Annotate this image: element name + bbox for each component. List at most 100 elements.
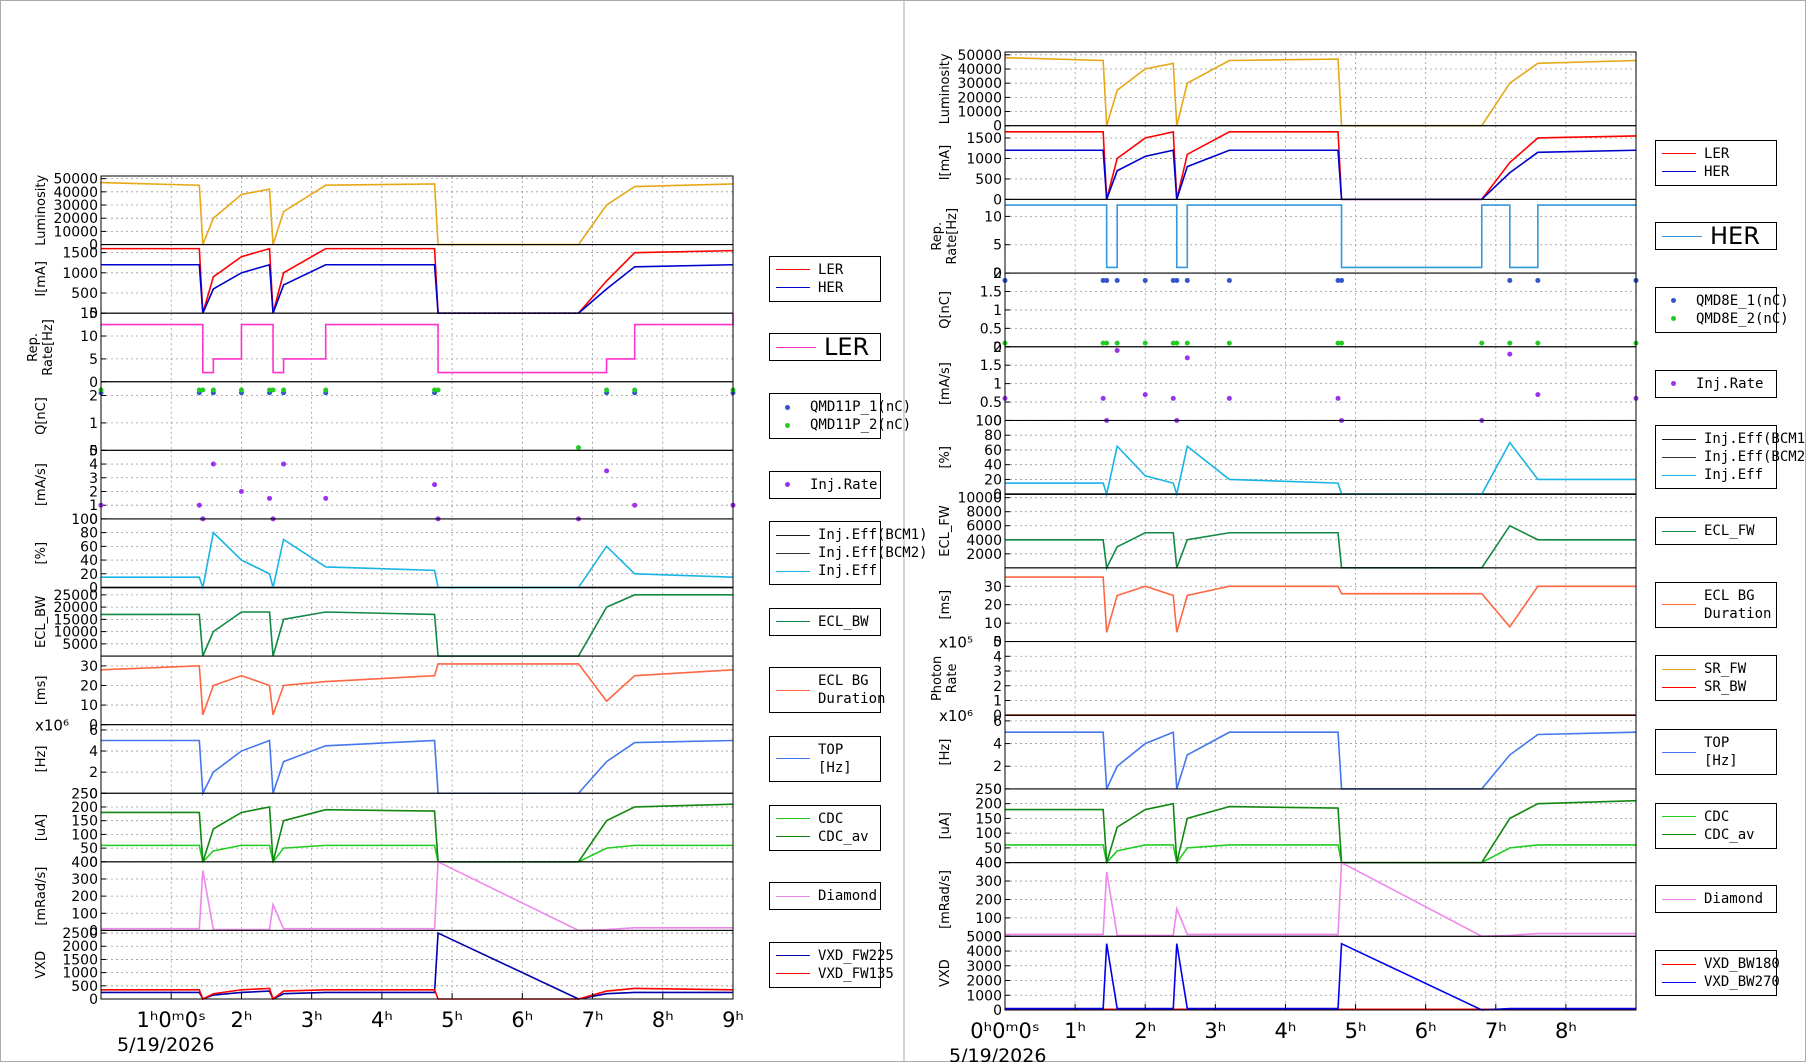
y-tick-label: 30 <box>984 579 1002 595</box>
series-line <box>1005 524 1636 571</box>
legend: CDC CDC_av <box>1655 802 1777 849</box>
y-tick-label: 25000 <box>53 588 98 604</box>
y-tick-label: 3000 <box>966 959 1002 975</box>
y-tick-label: 4000 <box>966 944 1002 960</box>
legend-label: ECL_BW <box>818 613 869 630</box>
x-tick-label: 3ʰ <box>301 1008 323 1032</box>
legend-swatch <box>1662 668 1696 670</box>
plot-frame <box>1004 641 1637 716</box>
data-point <box>1184 355 1190 361</box>
y-axis-label: [mRad/s] <box>34 867 49 926</box>
x-tick-label: 5ʰ <box>1345 1019 1367 1043</box>
x-tick-label: 1ʰ <box>1064 1019 1086 1043</box>
series-line <box>101 531 734 591</box>
y-axis-label: I[mA] <box>938 145 953 181</box>
y-tick-label: 20 <box>80 678 98 694</box>
plot-frame <box>100 312 734 383</box>
data-point <box>1335 340 1341 346</box>
data-point <box>1335 277 1341 283</box>
y-tick-label: 6 <box>89 723 98 739</box>
data-point <box>196 502 202 508</box>
legend-swatch <box>785 422 790 428</box>
legend-swatch <box>776 973 810 975</box>
legend: ECL BG Duration <box>769 667 885 714</box>
y-tick-label: 6 <box>993 714 1002 730</box>
legend: TOP [Hz] <box>769 735 881 782</box>
y-axis-label-line: [Hz] <box>938 739 953 766</box>
y-axis-label-line: [Hz] <box>34 746 49 773</box>
data-point <box>1226 277 1232 283</box>
series-line <box>1005 149 1637 201</box>
y-tick-label: 10000 <box>53 224 98 240</box>
y-tick-label: 1 <box>993 377 1002 393</box>
y-tick-label: 0 <box>993 487 1002 503</box>
legend-entry: Diamond <box>776 887 877 905</box>
legend: CDC CDC_av <box>769 804 881 851</box>
legend-entry: Inj.Rate <box>776 476 877 494</box>
y-axis-label-line: [uA] <box>938 812 953 839</box>
x-tick-label: 4ʰ <box>1275 1019 1297 1043</box>
legend-label: TOP [Hz] <box>818 741 852 776</box>
legend: ECL_BW <box>769 607 881 636</box>
legend-label: ECL BG Duration <box>1704 587 1772 622</box>
data-point <box>238 387 244 393</box>
y-axis-label: Q[nC] <box>34 397 49 435</box>
y-tick-label: 0 <box>89 581 98 597</box>
legend-swatch <box>776 346 816 348</box>
y-scale-label: x10⁶ <box>939 707 973 725</box>
y-axis-label: [mA/s] <box>938 362 953 405</box>
legend: QMD8E_1(nC) QMD8E_2(nC) <box>1655 286 1789 333</box>
y-axis-label: [ms] <box>34 676 49 706</box>
y-tick-label: 60 <box>80 539 98 555</box>
y-tick-label: 100 <box>975 911 1002 927</box>
y-tick-label: 2500 <box>62 926 98 942</box>
y-axis-label-line: [mA/s] <box>938 362 953 405</box>
data-point <box>1226 395 1232 401</box>
data-point <box>1479 340 1485 346</box>
y-axis-label-line: I[mA] <box>34 261 49 297</box>
y-tick-label: 1500 <box>62 246 98 262</box>
data-point <box>1507 340 1513 346</box>
y-tick-label: 1000 <box>62 966 98 982</box>
y-tick-label: 0 <box>993 413 1002 429</box>
y-tick-label: 1 <box>993 303 1002 319</box>
legend-entry: HER <box>1662 224 1768 248</box>
legend-entry: VXD_FW135 <box>776 965 894 983</box>
data-point <box>1100 277 1106 283</box>
y-tick-label: 100 <box>71 906 98 922</box>
legend-label: LER <box>1704 145 1730 162</box>
legend-swatch <box>776 570 810 572</box>
legend: LER <box>769 333 881 362</box>
legend-label: CDC_av <box>1704 826 1755 843</box>
y-tick-label: 100 <box>975 826 1002 842</box>
data-point <box>1535 277 1541 283</box>
legend-swatch <box>785 404 790 410</box>
y-tick-label: 0 <box>89 855 98 871</box>
data-point <box>1174 277 1180 283</box>
legend-label: SR_BW <box>1704 679 1747 696</box>
y-tick-label: 1 <box>89 416 98 432</box>
y-axis-label-line: Rep. <box>26 333 41 362</box>
y-tick-label: 250 <box>71 786 98 802</box>
y-tick-label: 0 <box>89 786 98 802</box>
x-tick-label: 8ʰ <box>1555 1019 1577 1043</box>
legend-entry: Inj.Rate <box>1662 375 1768 393</box>
legend-label: Diamond <box>818 888 878 905</box>
data-point <box>1507 351 1513 357</box>
y-tick-label: 40000 <box>957 62 1002 78</box>
data-point <box>270 387 276 393</box>
legend-label: Inj.Eff(BCM1) <box>818 527 928 544</box>
y-axis-label-line: Rate <box>945 663 960 693</box>
y-tick-label: 0.5 <box>980 395 1002 411</box>
y-tick-label: 0 <box>993 708 1002 724</box>
data-point <box>632 502 638 508</box>
y-tick-label: 80 <box>984 428 1002 444</box>
y-axis-label-line: ECL_BW <box>34 595 49 647</box>
legend-label: HER <box>818 279 844 296</box>
y-axis-label: Q[nC] <box>938 291 953 329</box>
data-point <box>1339 340 1345 346</box>
legend-label: QMD11P_2(nC) <box>810 417 912 434</box>
legend-swatch <box>1662 530 1696 532</box>
legend: Diamond <box>769 882 881 911</box>
legend-label: Inj.Eff(BCM1) <box>1704 431 1806 448</box>
